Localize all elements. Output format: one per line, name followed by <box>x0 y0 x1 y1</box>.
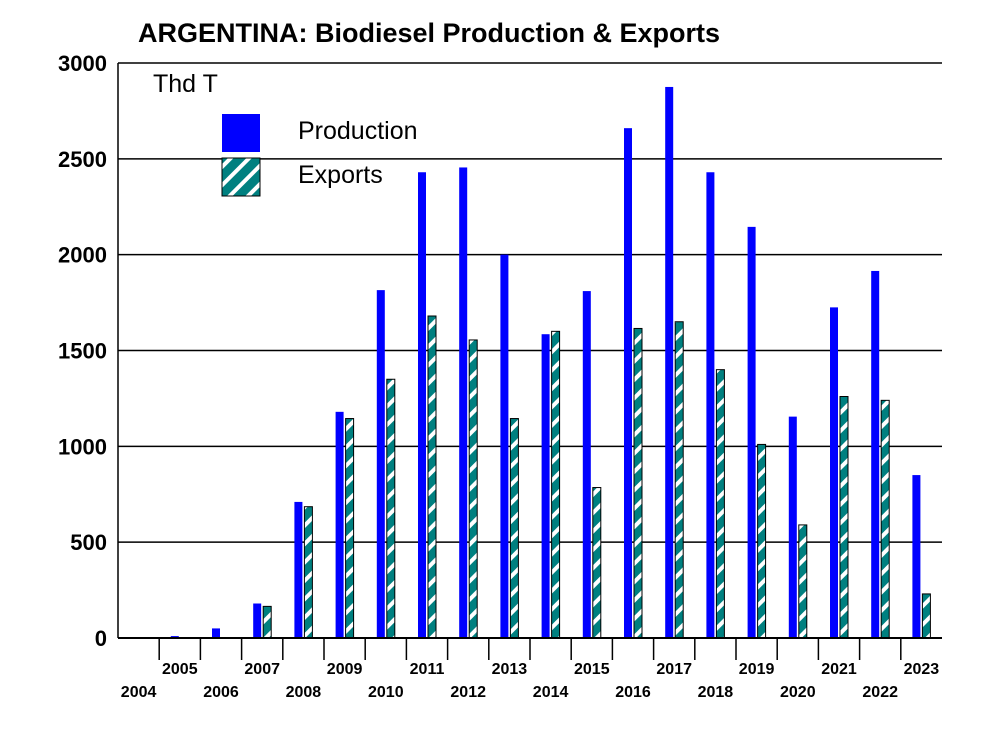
x-tick-label-2005: 2005 <box>162 661 198 678</box>
x-tick-label-2006: 2006 <box>203 684 239 701</box>
legend-swatch-exports <box>221 157 261 197</box>
bar-production-2023 <box>912 475 921 638</box>
x-tick-label-2023: 2023 <box>904 661 940 678</box>
legend-label-production: Production <box>298 117 418 145</box>
bar-exports-2022 <box>880 399 890 639</box>
bar-production-2020 <box>788 416 797 638</box>
x-tick-label-2013: 2013 <box>492 661 528 678</box>
bar-exports-2020 <box>798 524 808 639</box>
bars <box>170 86 931 639</box>
bar-exports-2018 <box>715 369 725 639</box>
bar-production-2010 <box>376 290 385 638</box>
bar-exports-2012 <box>468 339 478 639</box>
x-axis-ticks: 2004 2005 2006 2007 2008 2009 2010 2011 2012 2013… <box>121 638 939 701</box>
bar-exports-2007 <box>262 605 272 639</box>
x-tick-label-2019: 2019 <box>739 661 775 678</box>
bar-production-2009 <box>335 411 344 638</box>
y-tick-label-1000: 1000 <box>58 434 107 459</box>
bar-exports-2014 <box>551 330 561 639</box>
x-tick-label-2008: 2008 <box>286 684 322 701</box>
legend: Production Exports <box>221 114 418 197</box>
unit-label: Thd T <box>153 70 218 98</box>
bar-exports-2015 <box>592 487 602 639</box>
bar-production-2008 <box>294 501 303 638</box>
bar-production-2012 <box>459 167 468 639</box>
x-tick-label-2017: 2017 <box>656 661 692 678</box>
y-tick-label-2000: 2000 <box>58 243 107 268</box>
bar-exports-2019 <box>757 443 767 639</box>
bar-production-2006 <box>212 628 220 638</box>
chart-title: ARGENTINA: Biodiesel Production & Export… <box>138 18 720 48</box>
x-tick-label-2004: 2004 <box>121 684 157 701</box>
x-tick-label-2012: 2012 <box>450 684 486 701</box>
bar-production-2014 <box>541 334 550 638</box>
bar-exports-2016 <box>633 327 643 639</box>
x-tick-label-2021: 2021 <box>821 661 857 678</box>
bar-production-2022 <box>871 270 880 638</box>
bar-exports-2017 <box>674 321 684 639</box>
bar-production-2016 <box>624 128 632 638</box>
x-tick-label-2015: 2015 <box>574 661 610 678</box>
bar-exports-2023 <box>921 593 931 639</box>
bar-exports-2009 <box>345 418 355 639</box>
x-tick-label-2007: 2007 <box>244 661 280 678</box>
bar-exports-2008 <box>303 506 313 639</box>
bar-production-2018 <box>706 172 715 638</box>
x-tick-label-2009: 2009 <box>327 661 363 678</box>
legend-swatch-production <box>222 114 260 152</box>
bar-production-2011 <box>418 172 426 638</box>
bar-production-2013 <box>500 254 509 638</box>
bar-production-2017 <box>665 86 674 639</box>
bar-exports-2021 <box>839 396 849 639</box>
y-axis-ticks: 0 500 1000 1500 2000 2500 3000 <box>58 51 107 651</box>
y-tick-label-0: 0 <box>95 626 107 651</box>
x-tick-label-2014: 2014 <box>533 684 569 701</box>
y-tick-label-3000: 3000 <box>58 51 107 76</box>
bar-production-2021 <box>830 307 838 638</box>
x-tick-label-2020: 2020 <box>780 684 816 701</box>
x-tick-label-2011: 2011 <box>410 661 445 678</box>
bar-exports-2013 <box>509 418 519 639</box>
y-tick-label-500: 500 <box>70 530 107 555</box>
bar-exports-2010 <box>386 378 396 639</box>
y-tick-label-2500: 2500 <box>58 147 107 172</box>
x-tick-label-2010: 2010 <box>368 684 404 701</box>
bar-production-2007 <box>253 603 262 638</box>
legend-label-exports: Exports <box>298 161 383 189</box>
bar-production-2019 <box>747 226 756 638</box>
x-tick-label-2018: 2018 <box>698 684 734 701</box>
x-tick-label-2016: 2016 <box>615 684 651 701</box>
y-tick-label-1500: 1500 <box>58 339 107 364</box>
x-tick-label-2022: 2022 <box>862 684 898 701</box>
bar-production-2015 <box>582 291 591 638</box>
bar-exports-2011 <box>427 315 437 639</box>
